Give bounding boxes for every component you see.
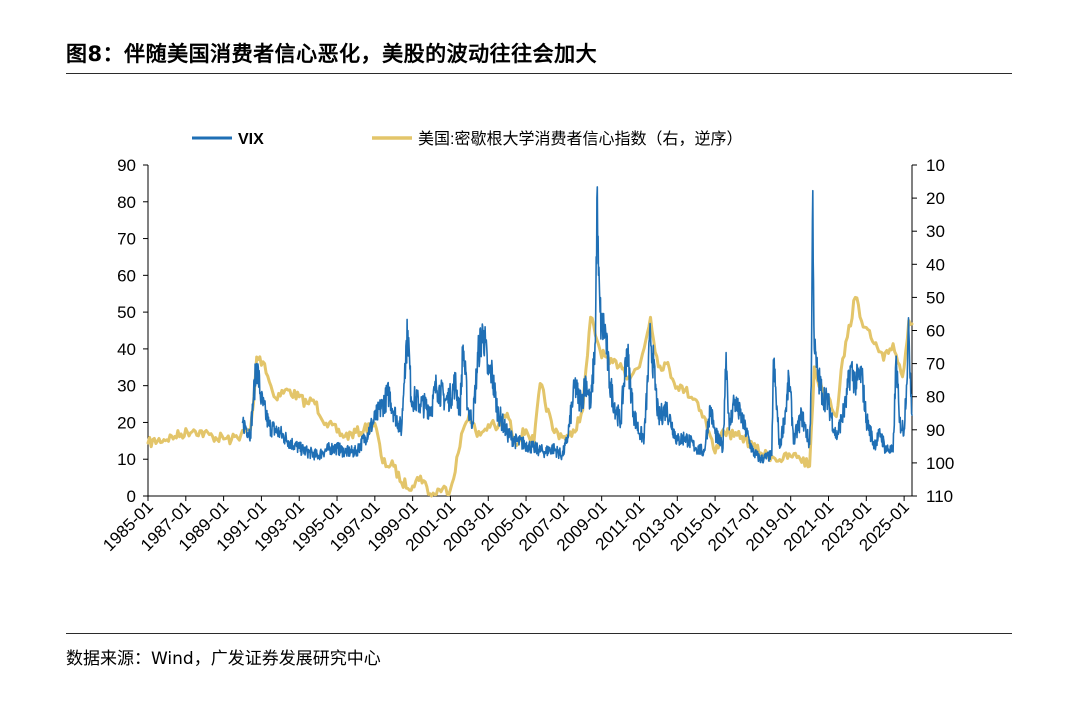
vix-series-line [241, 186, 913, 464]
right-y-tick-label: 40 [926, 255, 945, 274]
left-y-tick-label: 60 [117, 266, 136, 285]
legend-label-vix: VIX [238, 131, 264, 148]
source-rule [66, 633, 1012, 634]
left-y-tick-label: 80 [117, 193, 136, 212]
left-y-tick-label: 50 [117, 303, 136, 322]
left-y-tick-label: 40 [117, 340, 136, 359]
sentiment-series-line [146, 295, 914, 498]
right-y-tick-label: 80 [926, 388, 945, 407]
legend-label-sentiment: 美国:密歇根大学消费者信心指数（右，逆序） [418, 130, 742, 148]
series-layer [146, 186, 914, 498]
right-y-tick-label: 30 [926, 222, 945, 241]
chart-legend: VIX 美国:密歇根大学消费者信心指数（右，逆序） [192, 130, 742, 148]
right-y-tick-label: 20 [926, 189, 945, 208]
left-y-tick-label: 20 [117, 413, 136, 432]
source-note: 数据来源：Wind，广发证券发展研究中心 [66, 649, 381, 669]
left-y-tick-label: 10 [117, 450, 136, 469]
title-rule [66, 73, 1012, 74]
right-y-tick-label: 60 [926, 322, 945, 341]
left-y-tick-label: 70 [117, 230, 136, 249]
figure-title: 图8：伴随美国消费者信心恶化，美股的波动往往会加大 [66, 42, 598, 66]
right-y-tick-label: 110 [926, 487, 953, 506]
right-y-tick-label: 50 [926, 288, 945, 307]
right-y-tick-label: 70 [926, 355, 945, 374]
left-y-tick-label: 90 [117, 156, 136, 175]
right-y-tick-label: 10 [926, 156, 945, 175]
right-y-tick-label: 100 [926, 454, 954, 473]
chart-axes: 0 10 20 30 40 50 60 70 80 90 10 20 30 40 50 60 70 80 90 100… [99, 156, 954, 555]
left-y-tick-label: 30 [117, 377, 136, 396]
right-y-tick-label: 90 [926, 421, 945, 440]
left-y-tick-label: 0 [127, 487, 136, 506]
